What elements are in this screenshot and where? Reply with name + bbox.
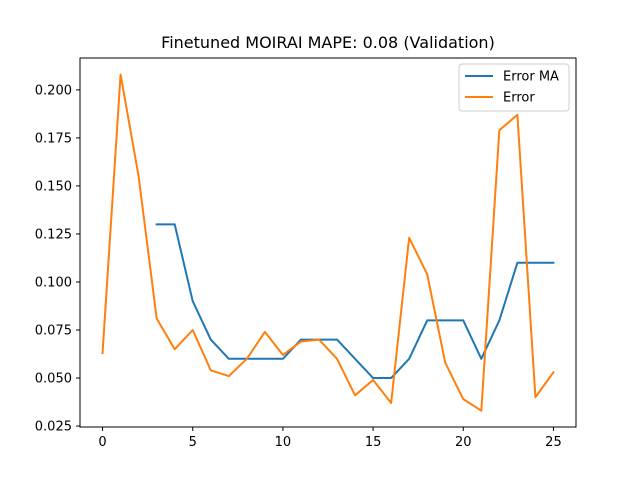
y-tick-label: 0.050 — [35, 372, 72, 387]
x-tick-label: 0 — [98, 435, 106, 450]
legend: Error MA Error — [458, 63, 570, 112]
legend-label: Error MA — [503, 70, 559, 85]
x-tick-label: 25 — [545, 435, 562, 450]
legend-label: Error — [503, 91, 535, 106]
y-tick-label: 0.075 — [35, 323, 72, 338]
y-tick-label: 0.175 — [35, 131, 72, 146]
y-tick-label: 0.100 — [35, 275, 72, 290]
y-tick-label: 0.025 — [35, 420, 72, 435]
y-tick-label: 0.125 — [35, 227, 72, 242]
series-line-error-ma — [155, 223, 555, 380]
x-tick-label: 5 — [189, 435, 197, 450]
series-line-error — [101, 73, 555, 412]
y-tick-label: 0.150 — [35, 179, 72, 194]
x-tick-label: 15 — [365, 435, 382, 450]
chart-title: Finetuned MOIRAI MAPE: 0.08 (Validation) — [161, 33, 495, 52]
plot-area: 0 5 10 15 20 25 0.025 0.050 0.075 0.100 0.125 0.150… — [35, 57, 577, 450]
axes-frame — [79, 57, 577, 428]
x-tick-label: 20 — [455, 435, 472, 450]
y-tick-label: 0.200 — [35, 83, 72, 98]
x-tick-label: 10 — [275, 435, 292, 450]
